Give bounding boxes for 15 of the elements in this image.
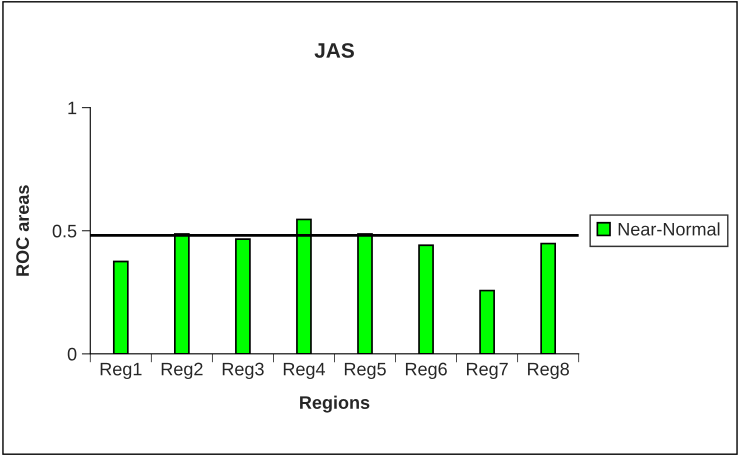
legend-label: Near-Normal bbox=[618, 222, 720, 236]
x-tick-label: Reg4 bbox=[284, 362, 326, 380]
y-tick-label: 1 bbox=[68, 102, 76, 114]
y-axis-title: ROC areas bbox=[16, 185, 29, 276]
x-tick-label: Reg3 bbox=[222, 362, 264, 380]
x-tick-label: Reg2 bbox=[162, 362, 203, 380]
x-axis-title: Regions bbox=[300, 396, 370, 413]
x-tick-label: Reg5 bbox=[344, 362, 386, 380]
chart-title: JAS bbox=[314, 43, 354, 58]
y-tick-label: 0.5 bbox=[52, 224, 76, 238]
x-tick-label: Reg7 bbox=[467, 362, 508, 380]
y-tick-label: 0 bbox=[68, 348, 76, 361]
x-tick-label: Reg6 bbox=[406, 362, 447, 380]
x-tick-label: Reg8 bbox=[528, 362, 569, 380]
x-tick-label: Reg1 bbox=[100, 362, 142, 380]
